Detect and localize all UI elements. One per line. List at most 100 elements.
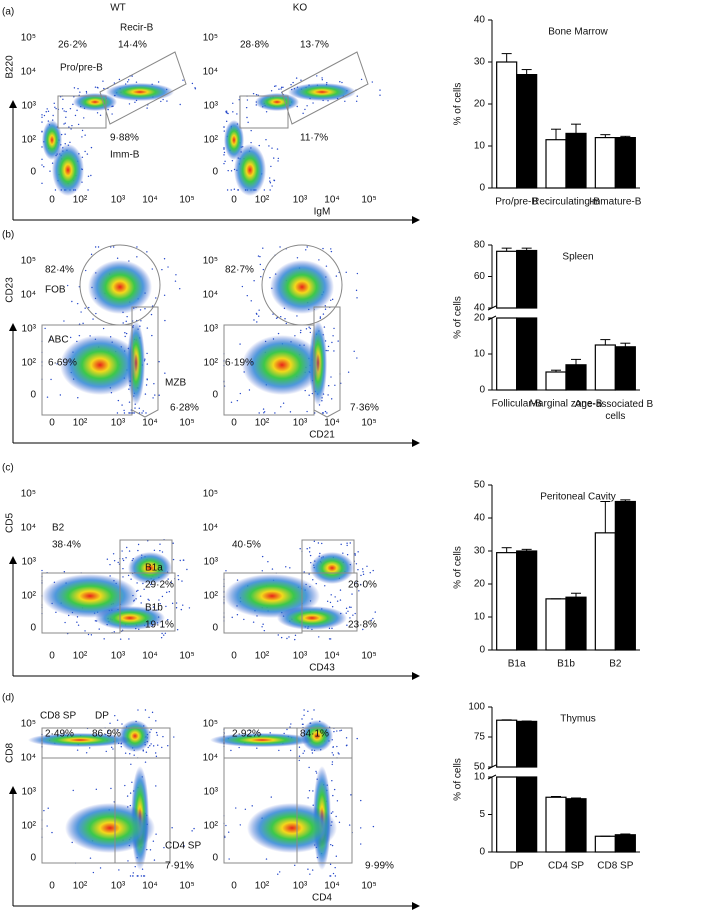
event-dot	[110, 787, 112, 790]
event-dot	[315, 770, 317, 773]
event-dot	[230, 189, 232, 191]
event-dot	[334, 866, 336, 869]
gate-label: 7·91%	[165, 861, 194, 872]
event-dot	[193, 827, 195, 830]
event-dot	[344, 100, 346, 103]
y-tick-label: 0	[479, 183, 485, 194]
y-tick-label: 5	[479, 809, 485, 820]
event-dot	[172, 558, 175, 561]
event-dot	[179, 103, 181, 106]
event-dot	[129, 792, 132, 794]
event-dot	[155, 833, 157, 835]
x-tick-label: 0	[49, 418, 55, 429]
event-dot	[225, 111, 228, 114]
x-tick-label: 10⁵	[361, 881, 376, 892]
event-dot	[120, 745, 123, 748]
event-dot	[265, 111, 268, 113]
event-dot	[277, 332, 280, 335]
event-dot	[69, 336, 72, 339]
gate-label: 84·1%	[300, 729, 329, 740]
event-dot	[255, 312, 258, 315]
gate-label: 38·4%	[52, 540, 81, 551]
event-dot	[273, 85, 276, 88]
event-dot	[360, 799, 362, 802]
gate-label: CD4 SP	[165, 841, 201, 852]
panel-label: (a)	[2, 7, 14, 18]
event-dot	[239, 824, 241, 826]
event-dot	[129, 875, 132, 877]
event-dot	[90, 146, 93, 149]
event-dot	[164, 632, 167, 634]
event-dot	[277, 873, 279, 875]
event-dot	[41, 158, 43, 161]
event-dot	[232, 102, 234, 105]
event-dot	[263, 412, 265, 414]
event-dot	[250, 141, 252, 144]
event-dot	[84, 307, 86, 309]
event-dot	[77, 123, 80, 126]
event-dot	[289, 749, 292, 752]
event-dot	[136, 246, 138, 248]
gate-label: 86·9%	[92, 729, 121, 740]
event-dot	[329, 638, 332, 640]
density-cloud	[210, 733, 314, 747]
event-dot	[335, 815, 337, 818]
gate-label: 6·69%	[48, 358, 77, 369]
event-dot	[311, 869, 314, 871]
event-dot	[147, 598, 149, 601]
event-dot	[338, 753, 340, 755]
event-dot	[160, 100, 162, 103]
event-dot	[247, 121, 249, 124]
event-dot	[228, 858, 230, 860]
event-dot	[76, 749, 79, 751]
event-dot	[307, 797, 309, 799]
event-dot	[331, 844, 334, 847]
event-dot	[278, 88, 280, 90]
event-dot	[121, 723, 123, 725]
event-dot	[168, 591, 171, 593]
event-dot	[139, 595, 142, 597]
event-dot	[231, 159, 234, 162]
event-dot	[309, 554, 312, 557]
event-dot	[309, 873, 311, 875]
y-tick-label: 75	[474, 732, 486, 743]
y-tick-label: 10⁴	[203, 523, 218, 534]
event-dot	[162, 735, 164, 738]
event-dot	[227, 831, 230, 833]
event-dot	[131, 781, 133, 783]
event-dot	[236, 579, 239, 581]
event-dot	[357, 568, 359, 571]
event-dot	[127, 574, 130, 577]
event-dot	[84, 150, 86, 153]
x-tick-label: 10⁵	[179, 195, 194, 206]
event-dot	[333, 327, 335, 330]
event-dot	[41, 121, 43, 123]
y-axis-label: CD8	[5, 743, 16, 763]
event-dot	[339, 589, 342, 591]
event-dot	[238, 746, 240, 749]
event-dot	[41, 164, 43, 166]
event-dot	[95, 788, 98, 791]
event-dot	[109, 246, 112, 248]
event-dot	[83, 117, 85, 119]
event-dot	[141, 412, 143, 414]
gate-label: DP	[95, 711, 109, 722]
event-dot	[232, 111, 234, 113]
event-dot	[284, 318, 286, 320]
panel-label: (c)	[2, 463, 14, 474]
event-dot	[354, 612, 356, 615]
event-dot	[335, 855, 338, 857]
event-dot	[223, 162, 225, 165]
event-dot	[62, 98, 64, 101]
event-dot	[305, 249, 307, 251]
event-dot	[299, 331, 302, 334]
event-dot	[151, 268, 153, 270]
event-dot	[167, 578, 169, 580]
event-dot	[258, 309, 260, 311]
event-dot	[269, 182, 272, 184]
event-dot	[66, 284, 69, 287]
event-dot	[52, 114, 54, 117]
gate-label: 14·4%	[118, 40, 147, 51]
y-tick-label: 10⁵	[203, 33, 218, 44]
